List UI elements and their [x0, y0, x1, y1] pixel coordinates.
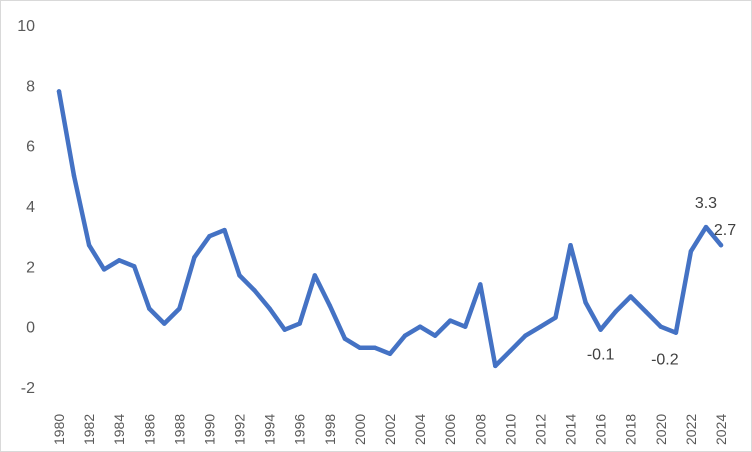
y-tick-label: 4 [26, 199, 35, 216]
x-tick-label: 2018 [623, 414, 639, 445]
data-point [237, 273, 242, 278]
data-point [342, 336, 348, 341]
data-point [703, 224, 709, 230]
x-tick-label: 2000 [352, 414, 368, 445]
x-tick-label: 2006 [442, 414, 458, 445]
data-point [177, 306, 182, 311]
x-tick-label: 1994 [262, 414, 278, 445]
data-point [493, 363, 498, 369]
data-point [192, 255, 197, 260]
data-point [523, 333, 528, 338]
y-tick-label: 6 [26, 139, 35, 156]
data-point [417, 324, 423, 329]
x-tick-label: 2014 [563, 414, 579, 445]
x-tick-label: 1990 [201, 414, 217, 445]
x-tick-label: 1988 [171, 414, 187, 445]
y-tick-label: 10 [17, 18, 35, 35]
x-tick-label: 1982 [81, 414, 97, 445]
data-point [327, 303, 332, 308]
data-point [688, 249, 694, 254]
data-point [643, 309, 648, 314]
series-line [56, 89, 724, 369]
x-tick-label: 2008 [472, 414, 488, 445]
x-tick-label: 2024 [713, 414, 729, 445]
series-layer [56, 89, 724, 369]
data-label: -0.1 [587, 347, 615, 364]
y-tick-label: 8 [26, 78, 35, 95]
data-point [162, 321, 167, 326]
data-point [478, 282, 483, 287]
x-tick-label: 2002 [382, 414, 398, 445]
data-point [86, 243, 92, 248]
data-point [402, 333, 408, 338]
data-label: -0.2 [651, 352, 679, 369]
data-point [583, 300, 588, 305]
x-tick-label: 1986 [141, 414, 157, 445]
y-tick-label: 2 [26, 259, 35, 276]
data-point [432, 333, 438, 338]
x-tick-label: 2012 [532, 414, 548, 445]
data-point [658, 324, 663, 329]
x-tick-label: 2020 [653, 414, 669, 445]
x-tick-label: 1980 [51, 414, 67, 445]
data-point [282, 327, 287, 332]
data-point [598, 327, 603, 332]
data-point [56, 89, 62, 94]
y-tick-label: -2 [21, 380, 35, 397]
data-point [372, 345, 378, 350]
data-label: 3.3 [695, 195, 717, 212]
data-point [312, 273, 317, 278]
data-point [508, 348, 513, 353]
data-point [252, 288, 257, 293]
data-point [448, 318, 453, 323]
data-point [297, 321, 302, 326]
x-tick-label: 1984 [111, 414, 127, 445]
x-tick-label: 1998 [322, 414, 338, 445]
data-point [463, 324, 468, 329]
data-point [538, 324, 543, 329]
data-labels: -0.1 -0.2 3.3 2.7 [587, 195, 736, 369]
data-point [267, 306, 272, 311]
data-point [718, 243, 724, 248]
data-point [147, 306, 152, 311]
data-point [387, 351, 393, 356]
x-tick-label: 2016 [593, 414, 609, 445]
x-axis-tick-labels: 1980 1982 1984 1986 1988 1990 1992 1994 1996 1998… [51, 414, 729, 445]
x-tick-label: 1996 [292, 414, 308, 445]
data-point [71, 173, 77, 178]
y-tick-label: 0 [26, 320, 35, 337]
data-point [101, 267, 107, 272]
data-point [117, 258, 122, 263]
y-axis-tick-labels: -2 0 2 4 6 8 10 [17, 18, 35, 397]
data-label: 2.7 [714, 222, 736, 239]
x-tick-label: 2022 [683, 414, 699, 445]
data-point [613, 309, 618, 314]
x-tick-label: 2010 [502, 414, 518, 445]
x-tick-label: 1992 [232, 414, 248, 445]
data-point [132, 264, 137, 269]
data-point [568, 243, 573, 248]
data-point [207, 234, 212, 239]
data-point [222, 227, 227, 233]
data-point [357, 345, 363, 350]
x-tick-label: 2004 [412, 414, 428, 445]
data-point [673, 330, 679, 335]
data-point [553, 315, 558, 320]
data-point [628, 294, 633, 299]
